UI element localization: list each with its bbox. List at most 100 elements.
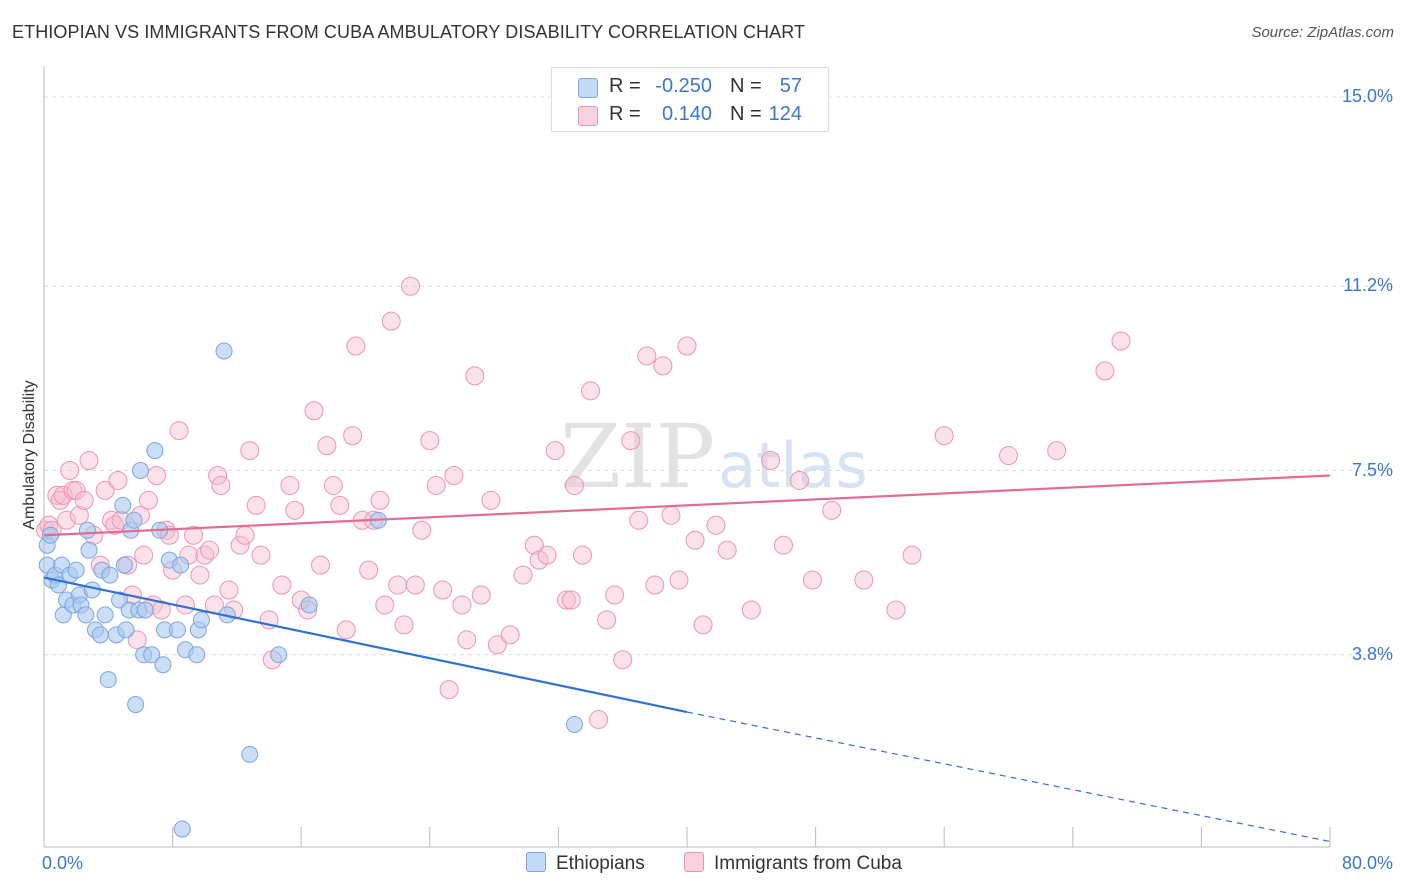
legend-row-cuba: R = 0.140 N = 124 [552, 101, 828, 129]
data-point-ethiopians [77, 606, 95, 624]
chart-title: ETHIOPIAN VS IMMIGRANTS FROM CUBA AMBULA… [12, 22, 806, 42]
legend-swatch-cuba [684, 852, 704, 872]
data-point-cuba [138, 490, 158, 510]
data-point-cuba [183, 525, 203, 545]
data-point-cuba [564, 475, 584, 495]
data-point-cuba [127, 630, 147, 650]
data-point-cuba [285, 500, 305, 520]
data-point-cuba [452, 595, 472, 615]
data-point-cuba [79, 451, 99, 471]
data-point-cuba [481, 490, 501, 510]
data-point-ethiopians [270, 646, 288, 664]
data-point-ethiopians [101, 566, 119, 584]
data-point-cuba [50, 490, 70, 510]
data-point-ethiopians [117, 621, 135, 639]
legend-swatch-ethiopians [526, 852, 546, 872]
data-point-cuba [653, 356, 673, 376]
data-point-cuba [706, 515, 726, 535]
data-point-cuba [420, 431, 440, 451]
legend-swatch-cuba [578, 106, 598, 126]
data-point-ethiopians [146, 442, 164, 460]
trend-line-cuba [43, 474, 1331, 537]
data-point-ethiopians [215, 342, 233, 360]
data-point-cuba [280, 475, 300, 495]
data-point-cuba [561, 590, 581, 610]
data-point-cuba [412, 520, 432, 540]
data-point-cuba [330, 495, 350, 515]
data-point-cuba [999, 446, 1018, 466]
data-point-cuba [69, 505, 89, 525]
data-point-ethiopians [78, 521, 96, 539]
data-point-cuba [1111, 331, 1131, 351]
data-point-cuba [677, 336, 697, 356]
data-point-cuba [147, 465, 167, 485]
legend-item-ethiopians[interactable]: Ethiopians [526, 852, 645, 875]
legend-n-label: N = [730, 103, 762, 125]
watermark-atlas: atlas [718, 429, 868, 502]
y-tick-label: 7.5% [1351, 459, 1393, 480]
gridlines [44, 96, 1395, 656]
data-point-ethiopians [80, 541, 98, 559]
legend-label-ethiopians: Ethiopians [556, 853, 645, 874]
data-point-cuba [310, 555, 330, 575]
data-point-cuba [500, 625, 520, 645]
data-point-cuba [235, 525, 255, 545]
data-point-ethiopians [83, 581, 101, 599]
data-point-cuba [537, 545, 557, 565]
data-point-cuba [902, 545, 922, 565]
data-point-cuba [886, 600, 906, 620]
data-point-ethiopians [168, 621, 186, 639]
data-point-cuba [246, 495, 266, 515]
data-point-cuba [394, 615, 414, 635]
data-point-ethiopians [193, 611, 211, 629]
data-point-ethiopians [114, 496, 132, 514]
legend-n-value: 124 [768, 103, 802, 125]
data-point-cuba [741, 600, 761, 620]
data-point-cuba [573, 545, 593, 565]
data-point-cuba [105, 515, 125, 535]
data-point-cuba [524, 535, 544, 555]
legend-row-ethiopians: R = -0.250 N = 57 [552, 73, 828, 101]
data-point-cuba [589, 710, 609, 729]
data-point-cuba [343, 426, 363, 446]
legend-r-value: -0.250 [655, 75, 712, 97]
data-point-cuba [439, 680, 459, 700]
x-tick-min: 0.0% [42, 853, 84, 873]
data-point-cuba [854, 570, 874, 590]
data-point-cuba [545, 441, 565, 461]
data-point-cuba [761, 451, 781, 471]
data-point-ethiopians [565, 715, 583, 733]
legend-n-value: 57 [779, 75, 802, 97]
data-point-cuba [629, 510, 649, 530]
data-point-ethiopians [300, 596, 318, 614]
data-point-cuba [556, 590, 576, 610]
data-point-cuba [1047, 441, 1067, 461]
legend-item-cuba[interactable]: Immigrants from Cuba [684, 852, 902, 875]
data-point-cuba [240, 441, 260, 461]
data-point-cuba [230, 535, 250, 555]
data-point-cuba [426, 475, 446, 495]
data-point-ethiopians [96, 606, 114, 624]
data-point-cuba [457, 630, 477, 650]
trend-lines [43, 474, 1331, 843]
data-point-ethiopians [67, 561, 85, 579]
data-point-cuba [621, 431, 641, 451]
data-point-cuba [693, 615, 713, 635]
series-ethiopians-points [38, 342, 583, 838]
data-point-cuba [134, 545, 154, 565]
data-point-cuba [251, 545, 271, 565]
data-point-cuba [513, 565, 533, 585]
data-point-ethiopians [131, 462, 149, 479]
data-point-cuba [57, 510, 77, 530]
data-point-cuba [597, 610, 617, 630]
data-point-ethiopians [241, 745, 259, 763]
y-tick-label: 15.0% [1341, 86, 1393, 106]
legend-label-cuba: Immigrants from Cuba [714, 853, 902, 874]
data-point-ethiopians [136, 601, 154, 619]
data-point-cuba [108, 470, 128, 490]
data-point-cuba [934, 426, 954, 446]
watermark: ZIP atlas [560, 405, 868, 508]
data-point-ethiopians [188, 646, 206, 664]
watermark-zip: ZIP [560, 405, 715, 508]
data-point-cuba [401, 276, 421, 296]
